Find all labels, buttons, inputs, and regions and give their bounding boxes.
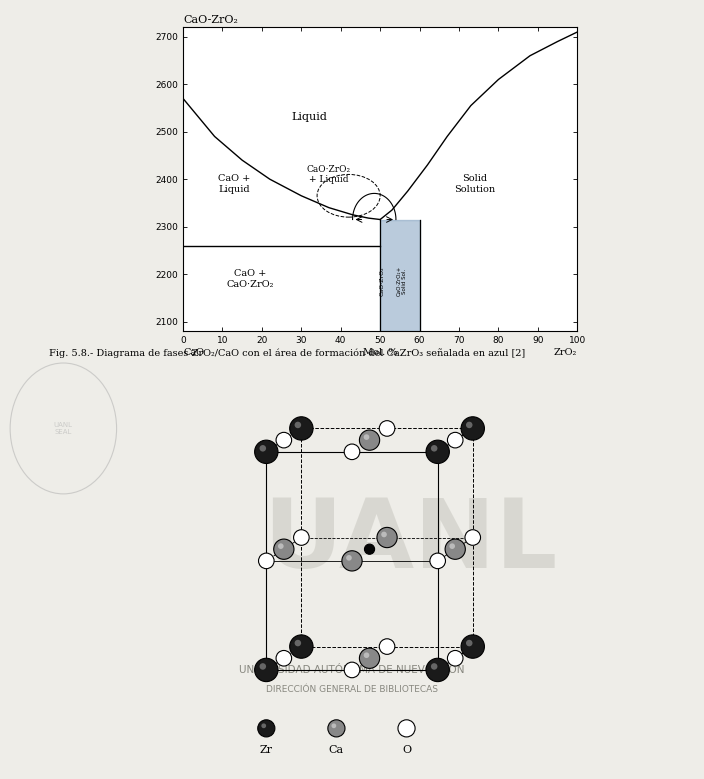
Circle shape: [258, 720, 275, 737]
Circle shape: [379, 639, 395, 654]
Circle shape: [289, 417, 313, 440]
Circle shape: [258, 553, 274, 569]
Text: CaO·ZrO₂
+ Liquid: CaO·ZrO₂ + Liquid: [307, 164, 351, 184]
Circle shape: [274, 539, 294, 559]
Circle shape: [466, 421, 472, 428]
Text: CaO +
Liquid: CaO + Liquid: [218, 174, 251, 194]
Circle shape: [360, 430, 379, 450]
Text: UNIVERSIDAD AUTÓNOMA DE NUEVO LEÓN: UNIVERSIDAD AUTÓNOMA DE NUEVO LEÓN: [239, 665, 465, 675]
Circle shape: [377, 527, 397, 548]
Circle shape: [364, 434, 370, 440]
Circle shape: [255, 440, 278, 464]
Circle shape: [260, 445, 266, 452]
Circle shape: [294, 530, 309, 545]
Circle shape: [278, 543, 284, 549]
Text: CaO-ZrO₂: CaO-ZrO₂: [183, 15, 238, 25]
Text: UANL
SEAL: UANL SEAL: [54, 422, 73, 435]
Text: CaO·ZrO₂: CaO·ZrO₂: [379, 266, 384, 296]
Circle shape: [426, 440, 449, 464]
Circle shape: [448, 432, 463, 448]
Text: Fig. 5.8.- Diagrama de fases ZrO₂/CaO con el área de formación del CaZrO₃ señala: Fig. 5.8.- Diagrama de fases ZrO₂/CaO co…: [49, 348, 525, 358]
Circle shape: [332, 724, 337, 728]
Text: ZrO₂: ZrO₂: [554, 348, 577, 358]
Circle shape: [398, 720, 415, 737]
Circle shape: [260, 663, 266, 670]
Text: CaO·ZrO₂+
Solid Sol.: CaO·ZrO₂+ Solid Sol.: [396, 266, 407, 297]
Circle shape: [364, 652, 370, 658]
Text: UANL: UANL: [263, 495, 558, 588]
Circle shape: [465, 530, 481, 545]
Circle shape: [461, 417, 484, 440]
Circle shape: [445, 539, 465, 559]
Circle shape: [426, 658, 449, 682]
Text: Zr: Zr: [260, 745, 273, 755]
Text: O: O: [402, 745, 411, 755]
Circle shape: [276, 650, 291, 666]
Text: Ca: Ca: [329, 745, 344, 755]
Circle shape: [261, 724, 266, 728]
Circle shape: [276, 432, 291, 448]
Circle shape: [448, 650, 463, 666]
Circle shape: [449, 543, 455, 549]
Circle shape: [365, 544, 375, 555]
Circle shape: [379, 421, 395, 436]
Circle shape: [360, 648, 379, 668]
Circle shape: [431, 445, 437, 452]
Text: DIRECCIÓN GENERAL DE BIBLIOTECAS: DIRECCIÓN GENERAL DE BIBLIOTECAS: [266, 685, 438, 694]
Circle shape: [294, 421, 301, 428]
Text: CaO +
CaO·ZrO₂: CaO + CaO·ZrO₂: [227, 270, 274, 288]
Circle shape: [346, 555, 352, 561]
Circle shape: [342, 551, 362, 571]
Circle shape: [431, 663, 437, 670]
Text: Liquid: Liquid: [291, 112, 327, 122]
Circle shape: [461, 635, 484, 658]
Circle shape: [328, 720, 345, 737]
Circle shape: [466, 640, 472, 647]
Circle shape: [344, 662, 360, 678]
Circle shape: [289, 635, 313, 658]
Circle shape: [255, 658, 278, 682]
Circle shape: [294, 640, 301, 647]
Text: Solid
Solution: Solid Solution: [454, 174, 496, 194]
Text: CaO: CaO: [183, 348, 204, 358]
Circle shape: [430, 553, 446, 569]
Circle shape: [381, 531, 387, 538]
Text: Mol. %: Mol. %: [363, 348, 398, 358]
Circle shape: [344, 444, 360, 460]
